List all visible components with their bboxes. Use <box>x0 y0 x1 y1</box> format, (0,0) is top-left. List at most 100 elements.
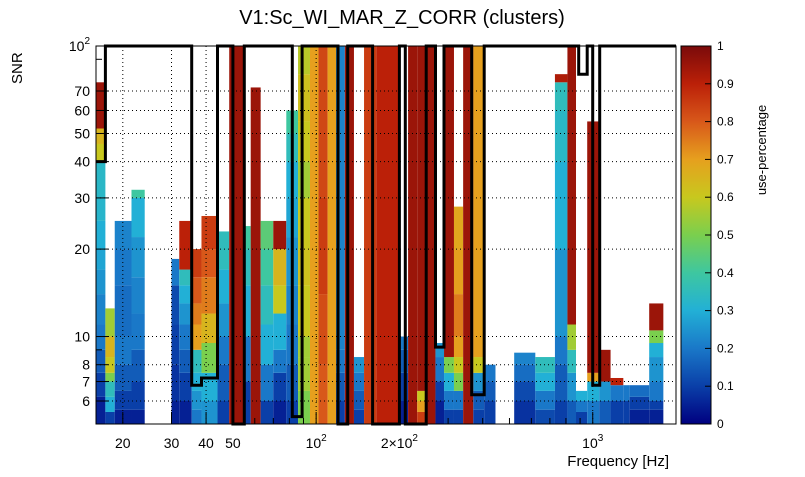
heatmap-cell <box>179 285 192 304</box>
z-tick-label: 0.1 <box>717 379 734 393</box>
heatmap-cell <box>96 143 106 162</box>
heatmap-cell <box>514 364 536 382</box>
y-axis-label: SNR <box>9 52 26 84</box>
heatmap-cell <box>649 400 664 410</box>
y-tick-label: 7 <box>82 374 90 390</box>
heatmap-cell <box>623 400 630 424</box>
heatmap-cell <box>273 313 287 350</box>
heatmap-cell <box>535 409 555 424</box>
heatmap-cell <box>105 372 115 382</box>
color-scale-label: use-percentage <box>754 105 769 195</box>
x-tick-label: 20 <box>115 435 131 451</box>
heatmap-cell <box>191 303 202 325</box>
tick-exponent: 3 <box>598 433 604 444</box>
heatmap-cell <box>435 343 445 358</box>
heatmap-cell <box>298 285 310 337</box>
heatmap-cell <box>105 411 115 424</box>
heatmap-cell <box>567 372 577 401</box>
heatmap-cell <box>309 46 319 424</box>
heatmap-cell <box>649 303 664 331</box>
heatmap-cell <box>554 161 568 250</box>
heatmap-cell <box>576 390 588 401</box>
heatmap-cell <box>96 269 106 295</box>
heatmap-cell <box>610 400 624 424</box>
heatmap-cell <box>514 400 536 424</box>
heatmap-cell <box>201 343 218 373</box>
heatmap-cell <box>179 372 192 401</box>
tick-exponent: 2 <box>84 36 90 47</box>
heatmap-cell <box>105 381 115 397</box>
heatmap-cell <box>629 409 650 424</box>
heatmap-cell <box>217 364 230 401</box>
heatmap-cell <box>96 161 106 198</box>
heatmap-cell <box>260 324 274 365</box>
heatmap-cell <box>353 357 365 373</box>
heatmap-cell <box>298 161 310 198</box>
heatmap-cell <box>399 336 409 350</box>
heatmap-cell <box>201 277 218 314</box>
y-tick-label: 20 <box>74 241 90 257</box>
tick-exponent: 2 <box>321 433 327 444</box>
heatmap-cell <box>244 336 251 382</box>
heatmap-cell <box>171 364 180 401</box>
heatmap-cell <box>298 197 310 250</box>
heatmap-cell <box>217 400 230 424</box>
heatmap-cell <box>408 46 418 424</box>
heatmap-cell <box>273 285 287 314</box>
heatmap-cell <box>514 352 536 365</box>
heatmap-cell <box>399 400 409 424</box>
plot-frame <box>95 45 677 425</box>
heatmap-cell <box>576 400 588 412</box>
heatmap-cell <box>353 390 365 410</box>
heatmap-cell <box>426 46 436 424</box>
y-tick-label: 30 <box>74 190 90 206</box>
heatmap-cell <box>444 372 454 391</box>
chart-title: V1:Sc_WI_MAR_Z_CORR (clusters) <box>239 7 565 29</box>
heatmap-cell <box>131 313 145 350</box>
tick-exponent: 2 <box>412 433 418 444</box>
heatmap-cell <box>453 390 464 410</box>
heatmap-cell <box>353 409 365 424</box>
heatmap-cell <box>336 349 345 373</box>
heatmap-cell <box>260 249 274 286</box>
heatmap-cell <box>444 390 454 410</box>
heatmap-cell <box>399 372 409 401</box>
heatmap-cell <box>96 324 106 350</box>
heatmap-cell <box>554 249 568 337</box>
heatmap-cell <box>344 46 354 424</box>
heatmap-cell <box>171 285 180 325</box>
heatmap-cell <box>318 294 328 365</box>
heatmap-cell <box>567 46 577 325</box>
heatmap-cell <box>444 357 454 373</box>
heatmap-cell <box>444 46 454 358</box>
y-tick-label: 40 <box>74 154 90 170</box>
heatmap-cell <box>179 349 192 373</box>
y-tick-label: 8 <box>82 357 90 373</box>
y-tick-label: 50 <box>74 125 90 141</box>
heatmap-cell <box>201 215 218 250</box>
heatmap-cell <box>217 336 230 365</box>
z-tick-label: 0.7 <box>717 152 734 166</box>
heatmap-cell <box>273 372 287 401</box>
heatmap-cell <box>114 220 132 250</box>
heatmap-cell <box>399 349 409 373</box>
heatmap-cell <box>131 197 145 238</box>
z-tick-label: 0.6 <box>717 190 734 204</box>
heatmap-cell <box>453 357 464 373</box>
z-tick-label: 0.4 <box>717 266 734 280</box>
y-tick-label: 10 <box>74 329 90 345</box>
heatmap-cell <box>318 197 328 295</box>
heatmap-cell <box>96 349 106 373</box>
heatmap-cell <box>244 381 251 424</box>
heatmap-cell <box>473 372 485 391</box>
heatmap-cell <box>217 303 230 337</box>
heatmap-cell <box>453 372 464 391</box>
heatmap-cell <box>453 206 464 250</box>
heatmap-cell <box>260 400 274 424</box>
heatmap-cell <box>435 381 445 401</box>
heatmap-cell <box>105 357 115 373</box>
heatmap-cell <box>623 385 630 401</box>
heatmap-cell <box>114 249 132 286</box>
